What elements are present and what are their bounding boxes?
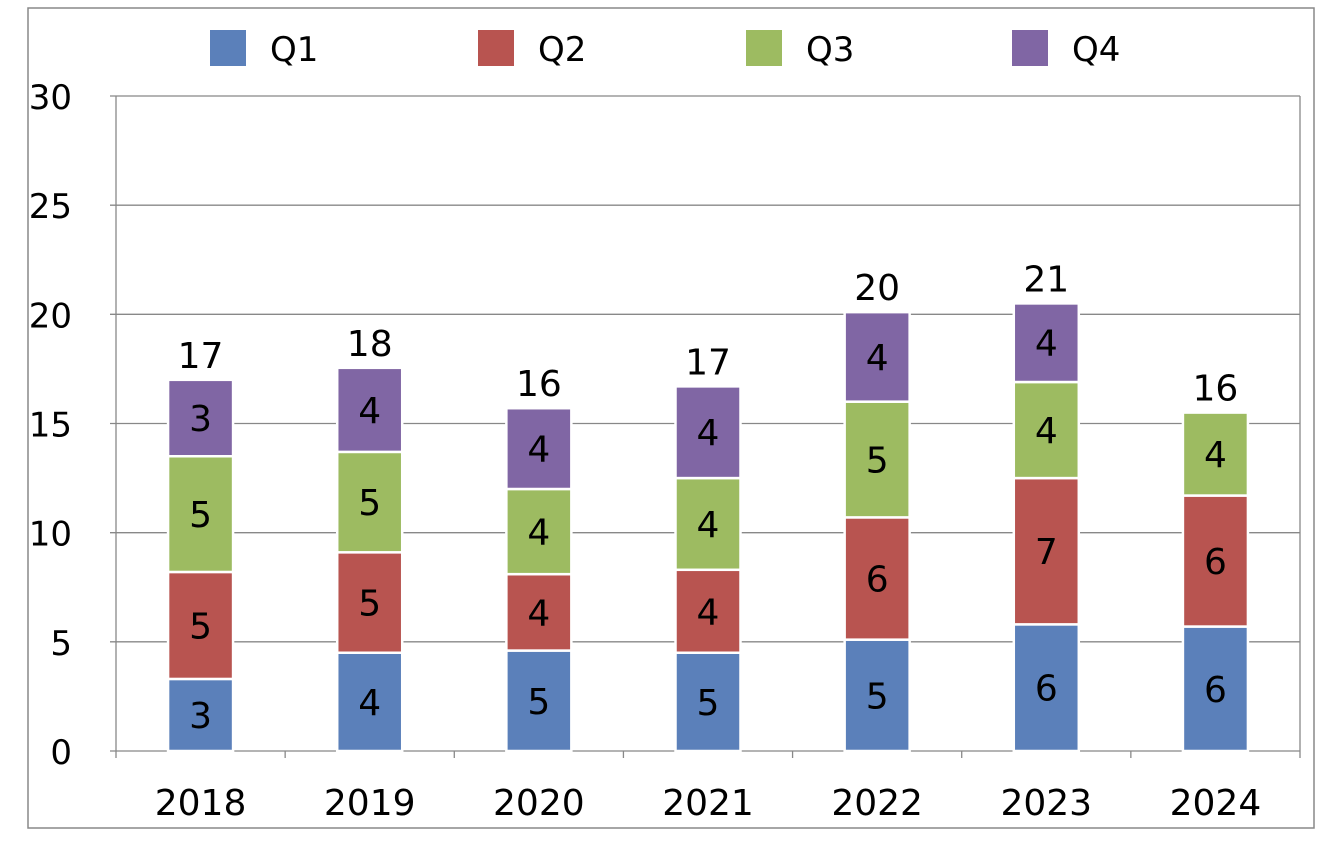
segment-value-label: 4 (1035, 411, 1058, 452)
total-value-label: 20 (854, 268, 900, 309)
legend-swatch-q3 (746, 30, 782, 66)
segment-value-label: 6 (866, 560, 889, 601)
segment-value-label: 4 (527, 593, 550, 634)
segment-value-label: 3 (189, 696, 212, 737)
segment-value-label: 5 (697, 683, 720, 724)
legend-swatch-q2 (478, 30, 514, 66)
segment-value-label: 6 (1035, 669, 1058, 710)
segment-value-label: 3 (189, 399, 212, 440)
x-tick-label: 2021 (662, 783, 754, 824)
legend-swatch-q1 (210, 30, 246, 66)
segment-value-label: 5 (866, 441, 889, 482)
bar-segment-q2 (1181, 494, 1250, 628)
bar-segment-q4 (843, 310, 911, 403)
y-tick-label: 30 (29, 78, 72, 118)
segment-value-label: 4 (358, 391, 381, 432)
y-tick-label: 10 (29, 515, 72, 555)
x-tick-label: 2024 (1170, 783, 1262, 824)
segment-value-label: 5 (866, 676, 889, 717)
segment-value-label: 6 (1204, 670, 1227, 711)
x-tick-label: 2022 (831, 783, 923, 824)
segment-value-label: 4 (697, 592, 720, 633)
legend-swatch-q4 (1012, 30, 1048, 66)
segment-value-label: 5 (358, 584, 381, 625)
bar-segment-q4 (166, 378, 235, 458)
total-value-label: 21 (1023, 259, 1069, 300)
legend-label-q2: Q2 (538, 30, 586, 70)
segment-value-label: 4 (527, 513, 550, 554)
total-value-label: 18 (347, 324, 393, 365)
y-tick-label: 15 (29, 406, 72, 446)
segment-value-label: 4 (1035, 324, 1058, 365)
segment-value-label: 6 (1204, 542, 1227, 583)
y-tick-label: 20 (29, 296, 72, 336)
bar-segment-q3 (1012, 380, 1081, 480)
bar-segment-q3 (1181, 411, 1250, 497)
segment-value-label: 5 (189, 495, 212, 536)
x-tick-label: 2019 (324, 783, 416, 824)
segment-value-label: 4 (866, 338, 889, 379)
bar-segment-q2 (1012, 476, 1081, 626)
bar-segment-q3 (166, 455, 235, 574)
bar-segment-q4 (674, 385, 742, 480)
segment-value-label: 4 (527, 430, 550, 471)
x-tick-label: 2018 (155, 783, 247, 824)
y-tick-label: 5 (50, 624, 72, 664)
segment-value-label: 5 (189, 606, 212, 647)
legend-label-q3: Q3 (806, 30, 854, 70)
segment-value-label: 7 (1035, 532, 1058, 573)
segment-value-label: 4 (1204, 435, 1227, 476)
bar-segment-q1 (505, 649, 573, 753)
total-value-label: 17 (178, 336, 224, 377)
x-tick-label: 2020 (493, 783, 585, 824)
bar-segment-q3 (335, 450, 404, 554)
chart-frame (27, 7, 1315, 829)
segment-value-label: 5 (358, 483, 381, 524)
total-value-label: 16 (1193, 369, 1239, 410)
bar-segment-q4 (335, 366, 404, 454)
x-tick-label: 2023 (1000, 783, 1092, 824)
bar-segment-q2 (843, 516, 911, 641)
bar-segment-q1 (335, 651, 404, 753)
bar-segment-q1 (843, 638, 911, 753)
legend-label-q4: Q4 (1072, 30, 1120, 70)
bar-segment-q4 (1012, 302, 1081, 384)
y-tick-label: 0 (50, 733, 72, 773)
legend-label-q1: Q1 (270, 30, 318, 70)
segment-value-label: 4 (697, 413, 720, 454)
total-value-label: 17 (685, 342, 731, 383)
bar-segment-q4 (505, 406, 573, 491)
y-tick-label: 25 (29, 187, 72, 227)
segment-value-label: 4 (358, 683, 381, 724)
bar-segment-q3 (505, 487, 573, 576)
segment-value-label: 4 (697, 505, 720, 546)
bar-segment-q3 (674, 476, 742, 572)
bar-segment-q2 (674, 568, 742, 654)
total-value-label: 16 (516, 364, 562, 405)
segment-value-label: 5 (527, 682, 550, 723)
bar-segment-q1 (166, 677, 235, 753)
